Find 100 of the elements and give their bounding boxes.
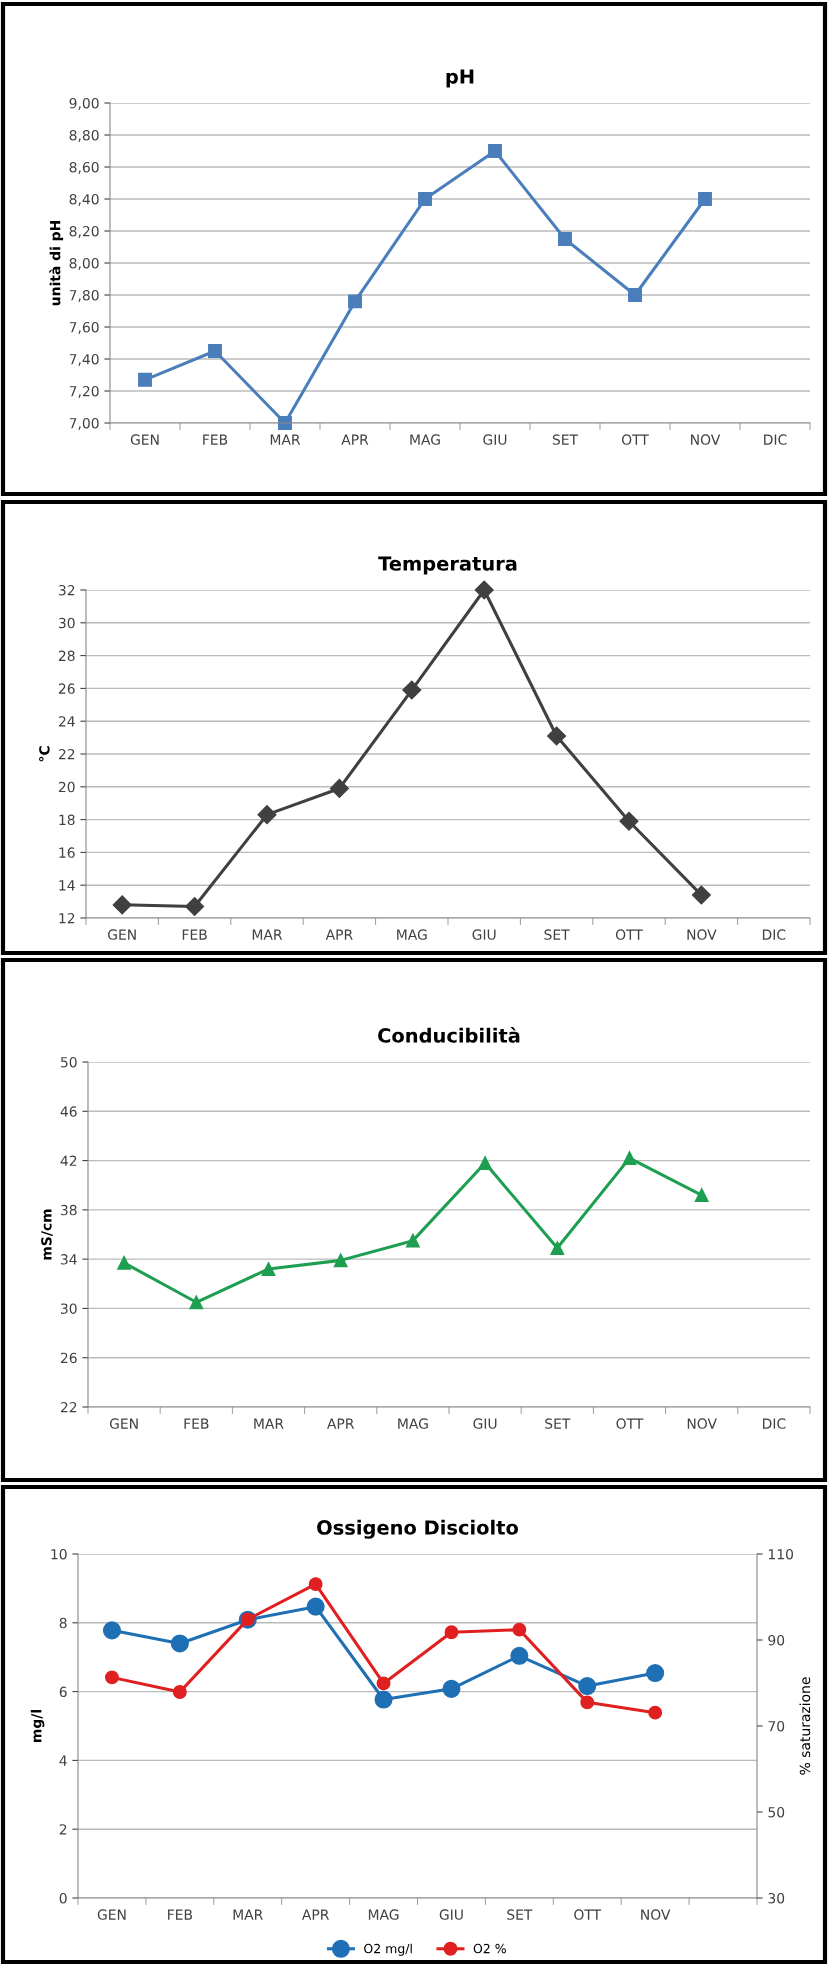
chart-title: pH — [446, 69, 474, 88]
x-tick-label: OTT — [574, 1909, 602, 1920]
point — [442, 1679, 461, 1698]
y-tick-label: 9,00 — [69, 97, 99, 110]
point — [478, 1156, 493, 1170]
x-tick-label: APR — [327, 1418, 355, 1429]
x-tick-label: DIC — [762, 929, 786, 940]
point — [333, 1253, 348, 1268]
x-tick-label: OTT — [621, 434, 649, 445]
x-tick-label: MAR — [233, 1909, 263, 1920]
point — [578, 1677, 597, 1696]
point — [698, 192, 712, 206]
x-tick-label: FEB — [203, 434, 228, 445]
y-tick-label: 20 — [58, 781, 75, 793]
point — [547, 726, 567, 746]
point — [512, 1622, 527, 1637]
y-tick-label: 30 — [58, 617, 75, 629]
y-tick-label: 12 — [59, 912, 75, 924]
y-tick-label: 28 — [58, 650, 75, 662]
point — [185, 896, 205, 917]
point — [580, 1695, 595, 1710]
point — [648, 1705, 663, 1720]
point — [405, 1233, 420, 1248]
y-tick-label: 6 — [59, 1686, 67, 1698]
y-tick-label: 18 — [59, 814, 75, 826]
y-tick-label: 4 — [59, 1755, 67, 1766]
y-axis-title: mg/l — [30, 1710, 45, 1742]
y-tick-label: 2 — [59, 1824, 67, 1835]
point — [694, 1188, 709, 1203]
x-tick-label: OTT — [616, 1418, 644, 1429]
point — [474, 580, 494, 600]
y-tick-label: 8,40 — [69, 193, 99, 206]
x-tick-label: GEN — [130, 434, 159, 445]
x-tick-label: SET — [552, 434, 579, 445]
point — [306, 1597, 325, 1616]
y-tick-label: 14 — [59, 880, 75, 891]
point — [105, 1670, 119, 1685]
y-tick-label: 7,80 — [69, 289, 99, 302]
x-tick-label: GIU — [483, 434, 507, 445]
y-tick-label: 8,60 — [69, 161, 99, 174]
x-tick-label: MAR — [254, 1418, 284, 1429]
point — [418, 192, 432, 206]
x-tick-label: MAG — [398, 1418, 428, 1429]
point — [189, 1295, 204, 1310]
y-tick-label: 8 — [59, 1617, 67, 1629]
point — [117, 1255, 132, 1270]
x-tick-label: FEB — [168, 1909, 193, 1920]
point — [619, 811, 639, 831]
y-tick-label: 10 — [51, 1548, 67, 1560]
y2-tick-label: 30 — [768, 1892, 785, 1904]
point — [646, 1663, 665, 1683]
x-tick-label: SET — [545, 1418, 571, 1429]
y2-tick-label: 110 — [768, 1548, 793, 1560]
x-tick-label: DIC — [764, 434, 787, 445]
y-axis-title: unità di pH — [49, 221, 64, 306]
y-tick-label: 7,40 — [69, 353, 99, 366]
chart-title: Temperatura — [378, 556, 517, 575]
y-axis-title: °C — [39, 746, 50, 762]
point — [348, 294, 362, 309]
x-tick-label: SET — [507, 1909, 533, 1920]
y-tick-label: 38 — [60, 1204, 77, 1216]
y-tick-label: 42 — [60, 1155, 77, 1166]
point — [510, 1646, 529, 1665]
x-tick-label: GIU — [439, 1909, 463, 1920]
x-tick-label: NOV — [687, 1418, 717, 1429]
x-tick-label: MAR — [270, 434, 301, 445]
y-tick-label: 7,20 — [69, 385, 99, 398]
y-tick-label: 24 — [58, 716, 75, 727]
x-tick-label: NOV — [687, 929, 717, 940]
x-tick-label: MAG — [410, 434, 440, 445]
point — [112, 895, 132, 915]
y2-tick-label: 70 — [768, 1720, 785, 1732]
x-tick-label: GIU — [472, 929, 496, 940]
y-tick-label: 50 — [60, 1056, 77, 1068]
x-tick-label: NOV — [641, 1909, 671, 1920]
x-tick-label: GEN — [108, 929, 136, 940]
x-tick-label: DIC — [763, 1418, 786, 1429]
x-tick-label: GEN — [97, 1909, 126, 1920]
y-tick-label: 26 — [60, 1352, 77, 1364]
point — [444, 1625, 459, 1640]
y2-tick-label: 90 — [768, 1634, 785, 1646]
point — [329, 778, 349, 798]
chart-title: Ossigeno Disciolto — [317, 1519, 518, 1539]
point — [138, 372, 152, 387]
point — [374, 1690, 393, 1709]
x-tick-label: SET — [544, 929, 570, 940]
y-tick-label: 46 — [60, 1106, 77, 1117]
point — [622, 1151, 637, 1166]
y-tick-label: 22 — [58, 748, 75, 760]
y2-axis-title: % saturazione — [799, 1677, 811, 1775]
legend-label: O2 % — [473, 1943, 506, 1954]
point — [488, 144, 502, 158]
y-axis-title: mS/cm — [41, 1209, 53, 1260]
point — [550, 1241, 565, 1255]
x-tick-label: APR — [302, 1909, 330, 1920]
point — [102, 1621, 121, 1640]
y-tick-label: 16 — [59, 847, 75, 858]
y2-tick-label: 50 — [768, 1806, 785, 1818]
x-tick-label: MAG — [397, 929, 427, 940]
y-tick-label: 0 — [59, 1892, 67, 1904]
